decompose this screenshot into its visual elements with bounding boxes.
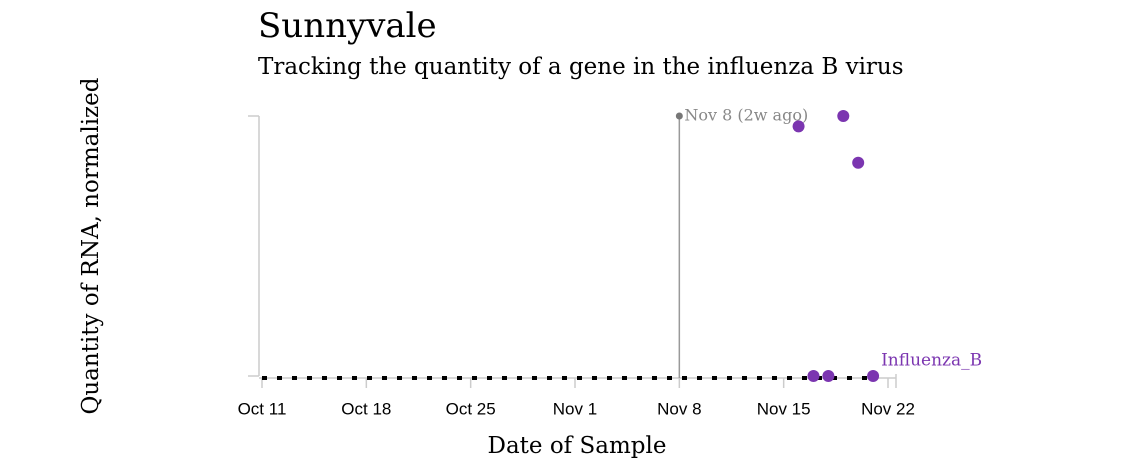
point xyxy=(822,370,835,382)
x-tick-label: Nov 22 xyxy=(861,399,915,418)
x-axis-label: Date of Sample xyxy=(488,433,667,459)
point xyxy=(867,370,880,382)
series-label: Influenza_B xyxy=(881,351,982,371)
x-tick-label: Nov 15 xyxy=(757,399,811,418)
y-axis-label: Quantity of RNA, normalized xyxy=(78,77,104,414)
point xyxy=(792,120,805,133)
annotation-dot xyxy=(675,112,683,120)
chart-subtitle: Tracking the quantity of a gene in the i… xyxy=(258,54,904,80)
x-tick-label: Oct 11 xyxy=(238,399,287,418)
point xyxy=(807,370,820,382)
x-tick-label: Oct 18 xyxy=(341,399,391,418)
x-tick-label: Oct 25 xyxy=(446,399,496,418)
annotation-label: Nov 8 (2w ago) xyxy=(684,106,808,125)
point xyxy=(852,156,865,169)
x-tick-label: Nov 1 xyxy=(553,399,597,418)
chart-title: Sunnyvale xyxy=(258,6,437,46)
x-tick-label: Nov 8 xyxy=(657,399,701,418)
point xyxy=(837,110,850,122)
